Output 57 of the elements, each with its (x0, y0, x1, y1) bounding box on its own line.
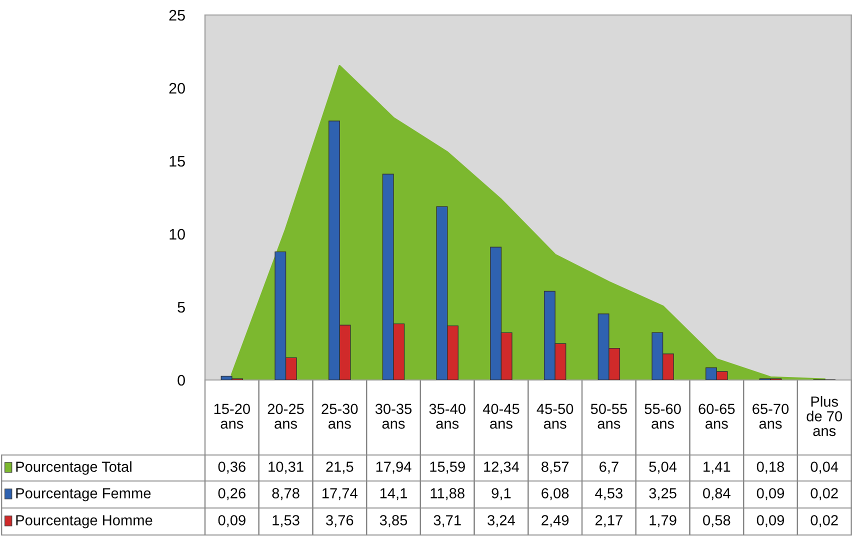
data-label: 9,1 (492, 488, 511, 500)
data-label: 0,36 (218, 462, 246, 474)
data-label: 17,74 (322, 488, 358, 500)
data-label: 17,94 (376, 462, 412, 474)
data-label: 6,08 (542, 488, 569, 500)
y-tick-label: 20 (169, 82, 185, 94)
y-tick-label: 0 (178, 374, 185, 386)
data-label: 0,09 (756, 515, 784, 528)
y-tick-label: 5 (178, 302, 185, 313)
data-label: 0,84 (703, 488, 730, 500)
data-label: 4,53 (595, 488, 622, 500)
y-tick-label: 10 (170, 228, 185, 240)
data-label: 5,04 (649, 462, 677, 474)
x-tick-label: 20-25 ans (268, 404, 304, 429)
data-label: 0,18 (756, 462, 784, 474)
legend-label: Pourcentage Total (16, 461, 132, 475)
data-label: 14,1 (380, 488, 407, 500)
data-label: 21,5 (326, 462, 354, 474)
x-tick-label: Plus de 70 ans (806, 396, 842, 436)
data-label: 11,88 (430, 488, 464, 500)
legend-label: Pourcentage Femme (16, 488, 151, 502)
data-label: 2,49 (542, 515, 569, 528)
y-tick-label: 25 (169, 10, 185, 21)
data-label: 0,09 (218, 515, 246, 528)
x-tick-label: 50-55 ans (590, 404, 627, 429)
data-label: 0,58 (703, 515, 730, 528)
data-label: 3,24 (488, 515, 515, 528)
data-label: 8,78 (272, 488, 300, 500)
x-tick-label: 15-20 ans (214, 404, 250, 429)
data-label: 3,71 (434, 515, 461, 528)
data-label: 15,59 (430, 462, 465, 474)
x-tick-label: 30-35 ans (375, 404, 412, 429)
data-label: 0,04 (810, 462, 838, 474)
data-label: 2,17 (595, 515, 622, 528)
legend-label: Pourcentage Homme (16, 515, 152, 528)
data-label: 12,34 (484, 462, 520, 474)
data-label: 3,85 (380, 515, 408, 528)
x-tick-label: 55-60 ans (644, 404, 681, 429)
x-tick-label: 35-40 ans (429, 404, 466, 429)
data-label: 6,7 (600, 462, 618, 474)
data-label: 3,76 (326, 515, 354, 528)
data-label: 8,57 (542, 462, 569, 474)
x-tick-label: 45-50 ans (536, 404, 574, 429)
data-label: 0,02 (810, 515, 838, 528)
data-label: 1,79 (650, 515, 676, 528)
x-tick-label: 25-30 ans (322, 404, 358, 429)
data-label: 0,09 (756, 488, 784, 500)
x-tick-label: 60-65 ans (698, 404, 735, 429)
data-label: 3,25 (649, 488, 676, 500)
x-tick-label: 65-70 ans (752, 404, 789, 429)
data-label: 0,26 (218, 488, 246, 500)
data-label: 0,02 (810, 488, 838, 500)
y-tick-label: 15 (170, 156, 185, 167)
data-label: 1,53 (272, 515, 300, 528)
x-tick-label: 40-45 ans (482, 404, 520, 429)
data-label: 10,31 (268, 462, 304, 474)
data-label: 1,41 (704, 462, 730, 474)
